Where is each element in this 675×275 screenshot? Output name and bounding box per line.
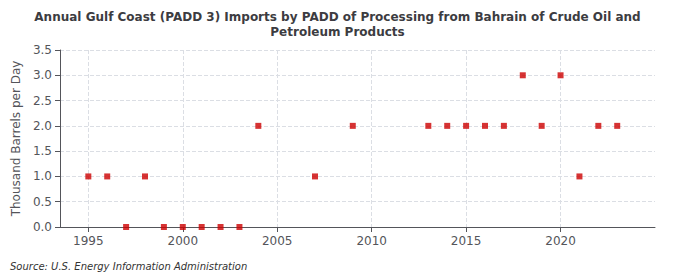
- svg-text:2.0: 2.0: [33, 119, 52, 133]
- svg-text:Petroleum Products: Petroleum Products: [270, 25, 404, 39]
- svg-text:2.5: 2.5: [33, 94, 52, 108]
- svg-text:Annual Gulf Coast (PADD 3) Imp: Annual Gulf Coast (PADD 3) Imports by PA…: [34, 10, 640, 24]
- svg-text:Source: U.S. Energy Informatio: Source: U.S. Energy Information Administ…: [10, 261, 247, 272]
- svg-text:2010: 2010: [356, 234, 387, 248]
- svg-text:1.5: 1.5: [33, 144, 52, 158]
- svg-text:Thousand Barrels per Day: Thousand Barrels per Day: [9, 61, 23, 218]
- svg-text:0.5: 0.5: [33, 195, 52, 209]
- svg-text:1.0: 1.0: [33, 169, 52, 183]
- svg-text:1995: 1995: [73, 234, 104, 248]
- svg-text:0.0: 0.0: [33, 220, 52, 234]
- svg-text:3.5: 3.5: [33, 43, 52, 57]
- svg-text:2000: 2000: [168, 234, 199, 248]
- svg-text:2005: 2005: [262, 234, 293, 248]
- svg-text:2020: 2020: [545, 234, 576, 248]
- svg-text:2015: 2015: [451, 234, 482, 248]
- svg-text:3.0: 3.0: [33, 68, 52, 82]
